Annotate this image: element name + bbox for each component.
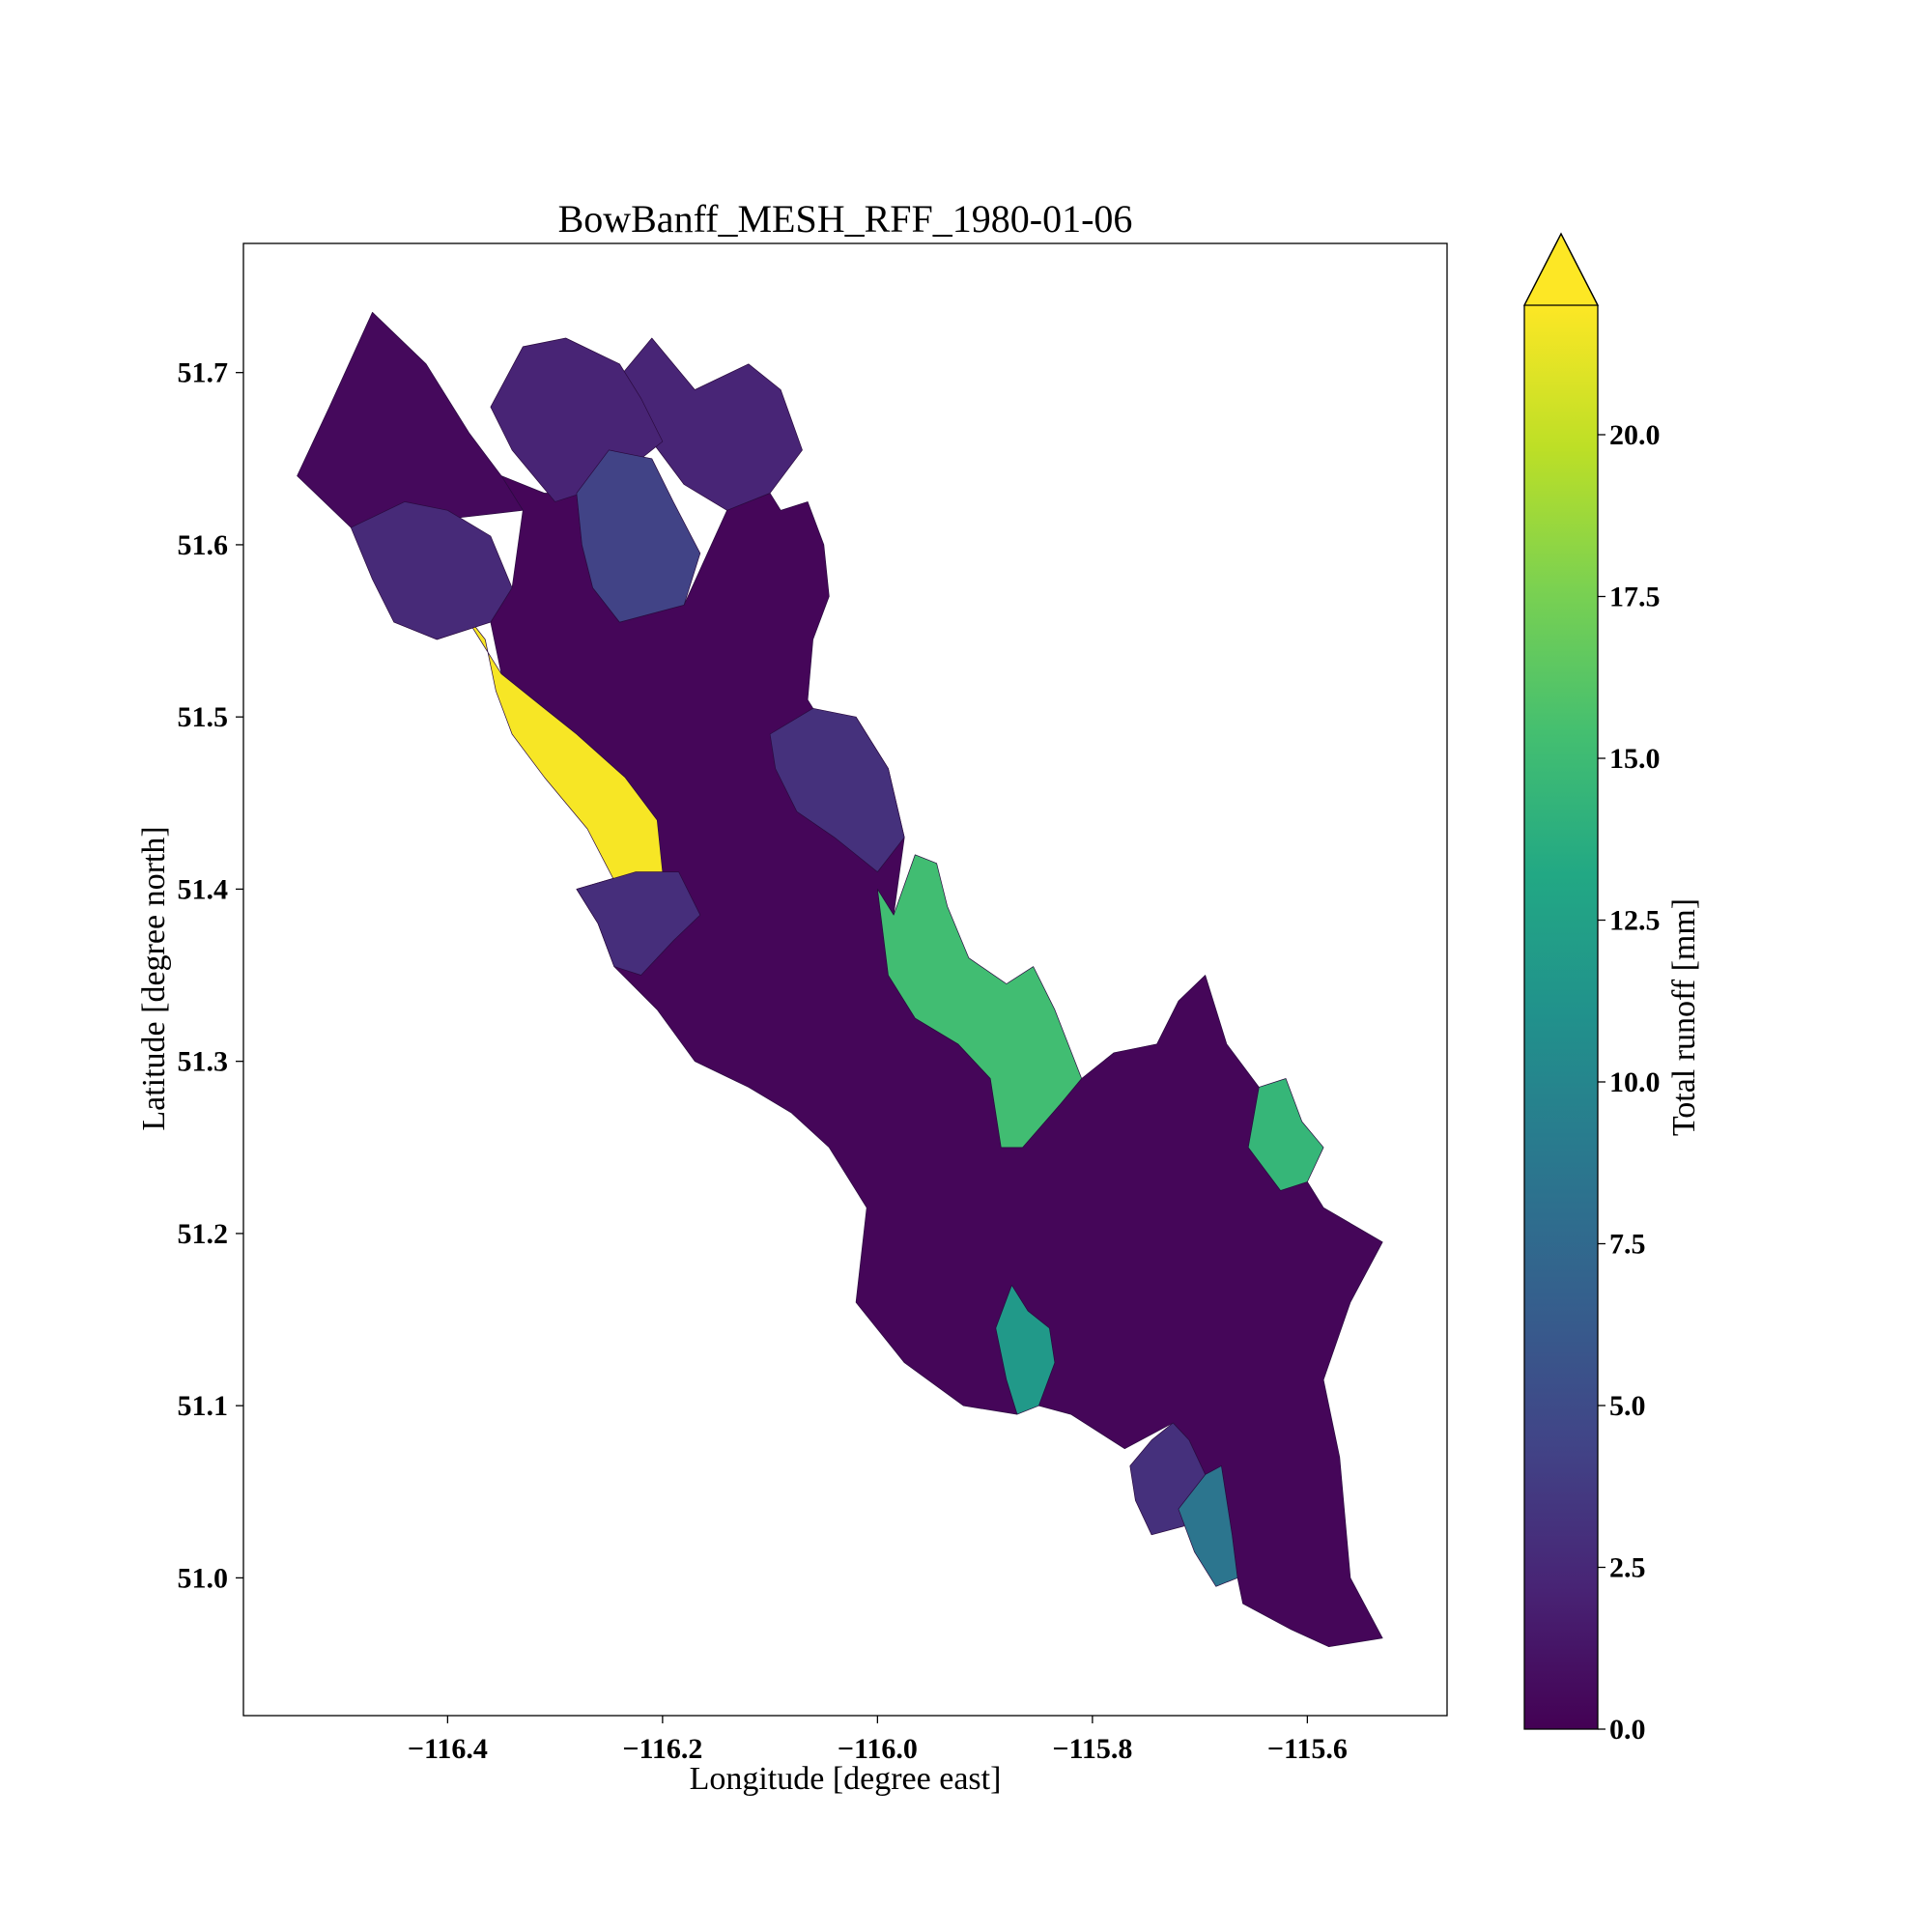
subbasin-8	[877, 854, 1083, 1149]
colorbar-tick-label: 15.0	[1609, 743, 1661, 775]
x-axis-label: Longitude [degree east]	[690, 1761, 1002, 1797]
x-tick-label: −115.8	[1052, 1733, 1132, 1765]
subbasin-layer	[297, 311, 1383, 1648]
subbasin-7	[769, 707, 905, 872]
colorbar: 0.0 2.5 5.0 7.5 10.0 12.5 15.0 17.5 20.0 Total r…	[1522, 232, 1702, 1746]
y-tick-label: 51.4	[178, 873, 229, 905]
colorbar-tick-label: 10.0	[1609, 1066, 1661, 1098]
y-tick-label: 51.1	[178, 1390, 229, 1422]
colorbar-outline	[1523, 232, 1599, 1730]
colorbar-ticks: 0.0 2.5 5.0 7.5 10.0 12.5 15.0 17.5 20.0	[1598, 419, 1661, 1746]
y-axis-ticks: 51.0 51.1 51.2 51.3 51.4 51.5 51.6 51.7	[178, 357, 243, 1594]
y-axis-label: Latitude [degree north]	[136, 826, 172, 1130]
x-tick-label: −116.4	[408, 1733, 488, 1765]
colorbar-tick-label: 7.5	[1609, 1229, 1646, 1261]
subbasin-3	[350, 501, 513, 640]
y-tick-label: 51.6	[178, 529, 229, 561]
x-tick-label: −116.2	[622, 1733, 702, 1765]
y-tick-label: 51.5	[178, 701, 229, 733]
subbasin-12	[1178, 1465, 1238, 1587]
colorbar-gradient	[1524, 305, 1598, 1729]
y-tick-label: 51.3	[178, 1046, 229, 1078]
subbasin-10	[995, 1285, 1056, 1415]
x-tick-label: −116.0	[838, 1733, 918, 1765]
chart-title: BowBanff_MESH_RFF_1980-01-06	[558, 197, 1133, 241]
map-panel: −116.4 −116.2 −116.0 −115.8 −115.6 51.051.15…	[178, 242, 1448, 1765]
subbasin-6	[576, 871, 701, 976]
subbasin-4	[576, 449, 701, 623]
subbasin-9	[1247, 1078, 1324, 1191]
subbasin-13	[490, 475, 1383, 1648]
y-tick-label: 51.2	[178, 1218, 229, 1250]
colorbar-label: Total runoff [mm]	[1666, 898, 1702, 1136]
map-frame	[242, 242, 1448, 1717]
colorbar-tick-label: 20.0	[1609, 419, 1661, 451]
colorbar-extend-arrow	[1522, 232, 1600, 306]
colorbar-tick-label: 17.5	[1609, 582, 1661, 613]
colorbar-tick-label: 2.5	[1609, 1552, 1646, 1584]
x-tick-label: −115.6	[1267, 1733, 1348, 1765]
y-tick-label: 51.0	[178, 1562, 229, 1594]
colorbar-tick-label: 5.0	[1609, 1390, 1646, 1422]
colorbar-tick-label: 12.5	[1609, 905, 1661, 937]
colorbar-tick-label: 0.0	[1609, 1714, 1646, 1746]
y-tick-label: 51.7	[178, 357, 229, 389]
x-axis-ticks: −116.4 −116.2 −116.0 −115.8 −115.6	[408, 1716, 1348, 1765]
